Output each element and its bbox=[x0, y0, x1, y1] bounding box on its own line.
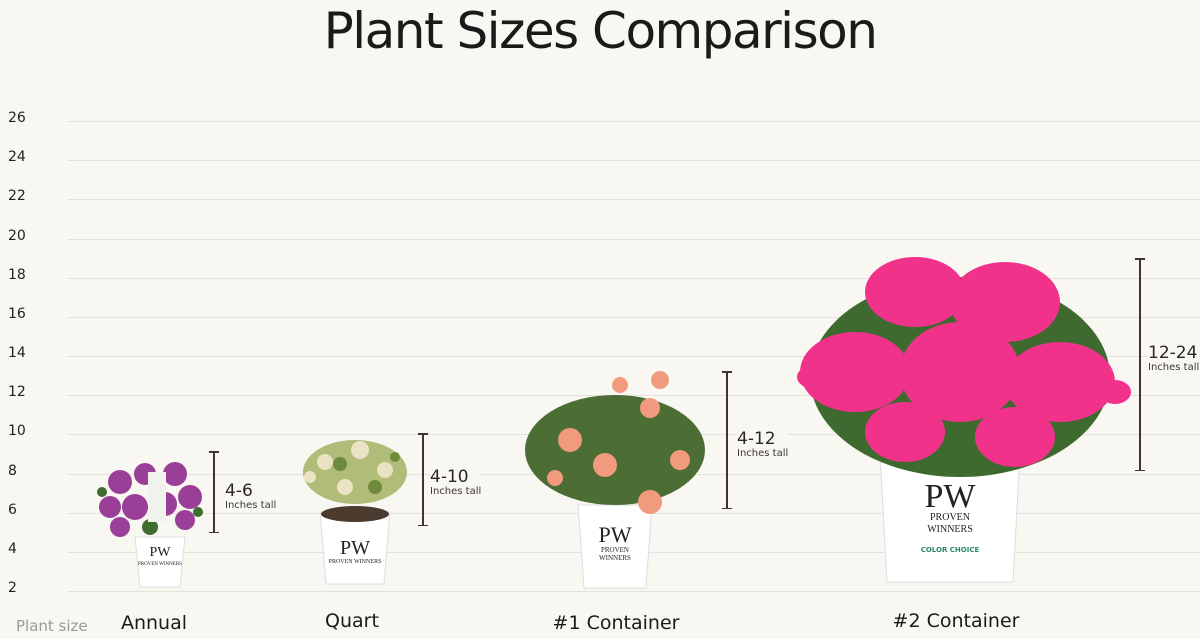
range-value: 12-24 bbox=[1148, 343, 1198, 363]
y-tick-label: 26 bbox=[8, 110, 26, 126]
svg-text:WINNERS: WINNERS bbox=[599, 554, 631, 562]
range-value: 4-6 bbox=[225, 481, 253, 501]
container-2-plant-image: PW PROVEN WINNERS COLOR CHOICE bbox=[797, 257, 1131, 583]
range-label-container-2: 12-24 Inches tall bbox=[1148, 342, 1200, 375]
svg-text:PW: PW bbox=[599, 522, 632, 547]
gridline bbox=[67, 356, 1200, 357]
y-tick-label: 24 bbox=[8, 149, 26, 166]
svg-text:PROVEN WINNERS: PROVEN WINNERS bbox=[138, 562, 182, 567]
category-label-container-1: #1 Container bbox=[552, 612, 680, 634]
svg-text:PW: PW bbox=[340, 537, 370, 559]
range-unit: Inches tall bbox=[1148, 362, 1200, 373]
page-title: Plant Sizes Comparison bbox=[323, 2, 878, 60]
x-axis-label: Plant size bbox=[16, 617, 88, 635]
y-tick-label: 20 bbox=[8, 227, 26, 244]
quart-plant-image: PW PROVEN WINNERS bbox=[303, 440, 407, 585]
y-tick-label: 2 bbox=[8, 580, 17, 596]
svg-text:PROVEN: PROVEN bbox=[930, 512, 970, 523]
gridline bbox=[67, 316, 1200, 318]
svg-text:WINNERS: WINNERS bbox=[927, 524, 973, 535]
svg-text:PROVEN WINNERS: PROVEN WINNERS bbox=[329, 559, 382, 565]
range-label-annual: 4-6 Inches tall bbox=[225, 480, 277, 513]
gridline bbox=[67, 395, 1200, 397]
y-tick-label: 10 bbox=[8, 423, 26, 440]
category-label-annual: Annual bbox=[120, 612, 188, 634]
y-tick-label: 18 bbox=[8, 266, 26, 283]
y-tick-label: 4 bbox=[8, 540, 17, 557]
range-bar-annual bbox=[210, 451, 218, 533]
range-bar-quart bbox=[419, 433, 427, 526]
gridline bbox=[67, 121, 1200, 122]
annual-plant-image: PW PROVEN WINNERS bbox=[97, 462, 203, 588]
gridline bbox=[67, 160, 1200, 162]
range-label-container-1: 4-12 Inches tall bbox=[737, 428, 789, 461]
svg-text:PROVEN: PROVEN bbox=[601, 546, 629, 554]
gridline bbox=[67, 238, 1200, 240]
svg-text:PW: PW bbox=[925, 478, 977, 515]
svg-text:COLOR CHOICE: COLOR CHOICE bbox=[921, 546, 980, 554]
svg-text:PW: PW bbox=[150, 545, 172, 560]
range-bar-container-1 bbox=[723, 371, 731, 509]
range-bar-container-2 bbox=[1136, 258, 1144, 471]
range-value: 4-10 bbox=[430, 467, 469, 487]
gridline bbox=[67, 199, 1200, 201]
y-tick-label: 22 bbox=[8, 188, 26, 205]
range-unit: Inches tall bbox=[737, 448, 789, 459]
gridline bbox=[67, 591, 1200, 592]
container-1-plant-image: PW PROVEN WINNERS bbox=[525, 371, 705, 589]
range-value: 4-12 bbox=[737, 429, 776, 449]
range-unit: Inches tall bbox=[430, 486, 482, 497]
range-unit: Inches tall bbox=[225, 500, 277, 511]
y-tick-label: 16 bbox=[8, 305, 26, 322]
range-label-quart: 4-10 Inches tall bbox=[430, 466, 482, 499]
category-label-container-2: #2 Container bbox=[892, 610, 1020, 632]
y-tick-label: 14 bbox=[8, 345, 26, 361]
y-tick-label: 12 bbox=[8, 384, 26, 401]
category-label-quart: Quart bbox=[325, 610, 379, 632]
y-tick-label: 6 bbox=[8, 501, 17, 518]
y-tick-label: 8 bbox=[8, 462, 17, 479]
gridline bbox=[67, 277, 1200, 279]
